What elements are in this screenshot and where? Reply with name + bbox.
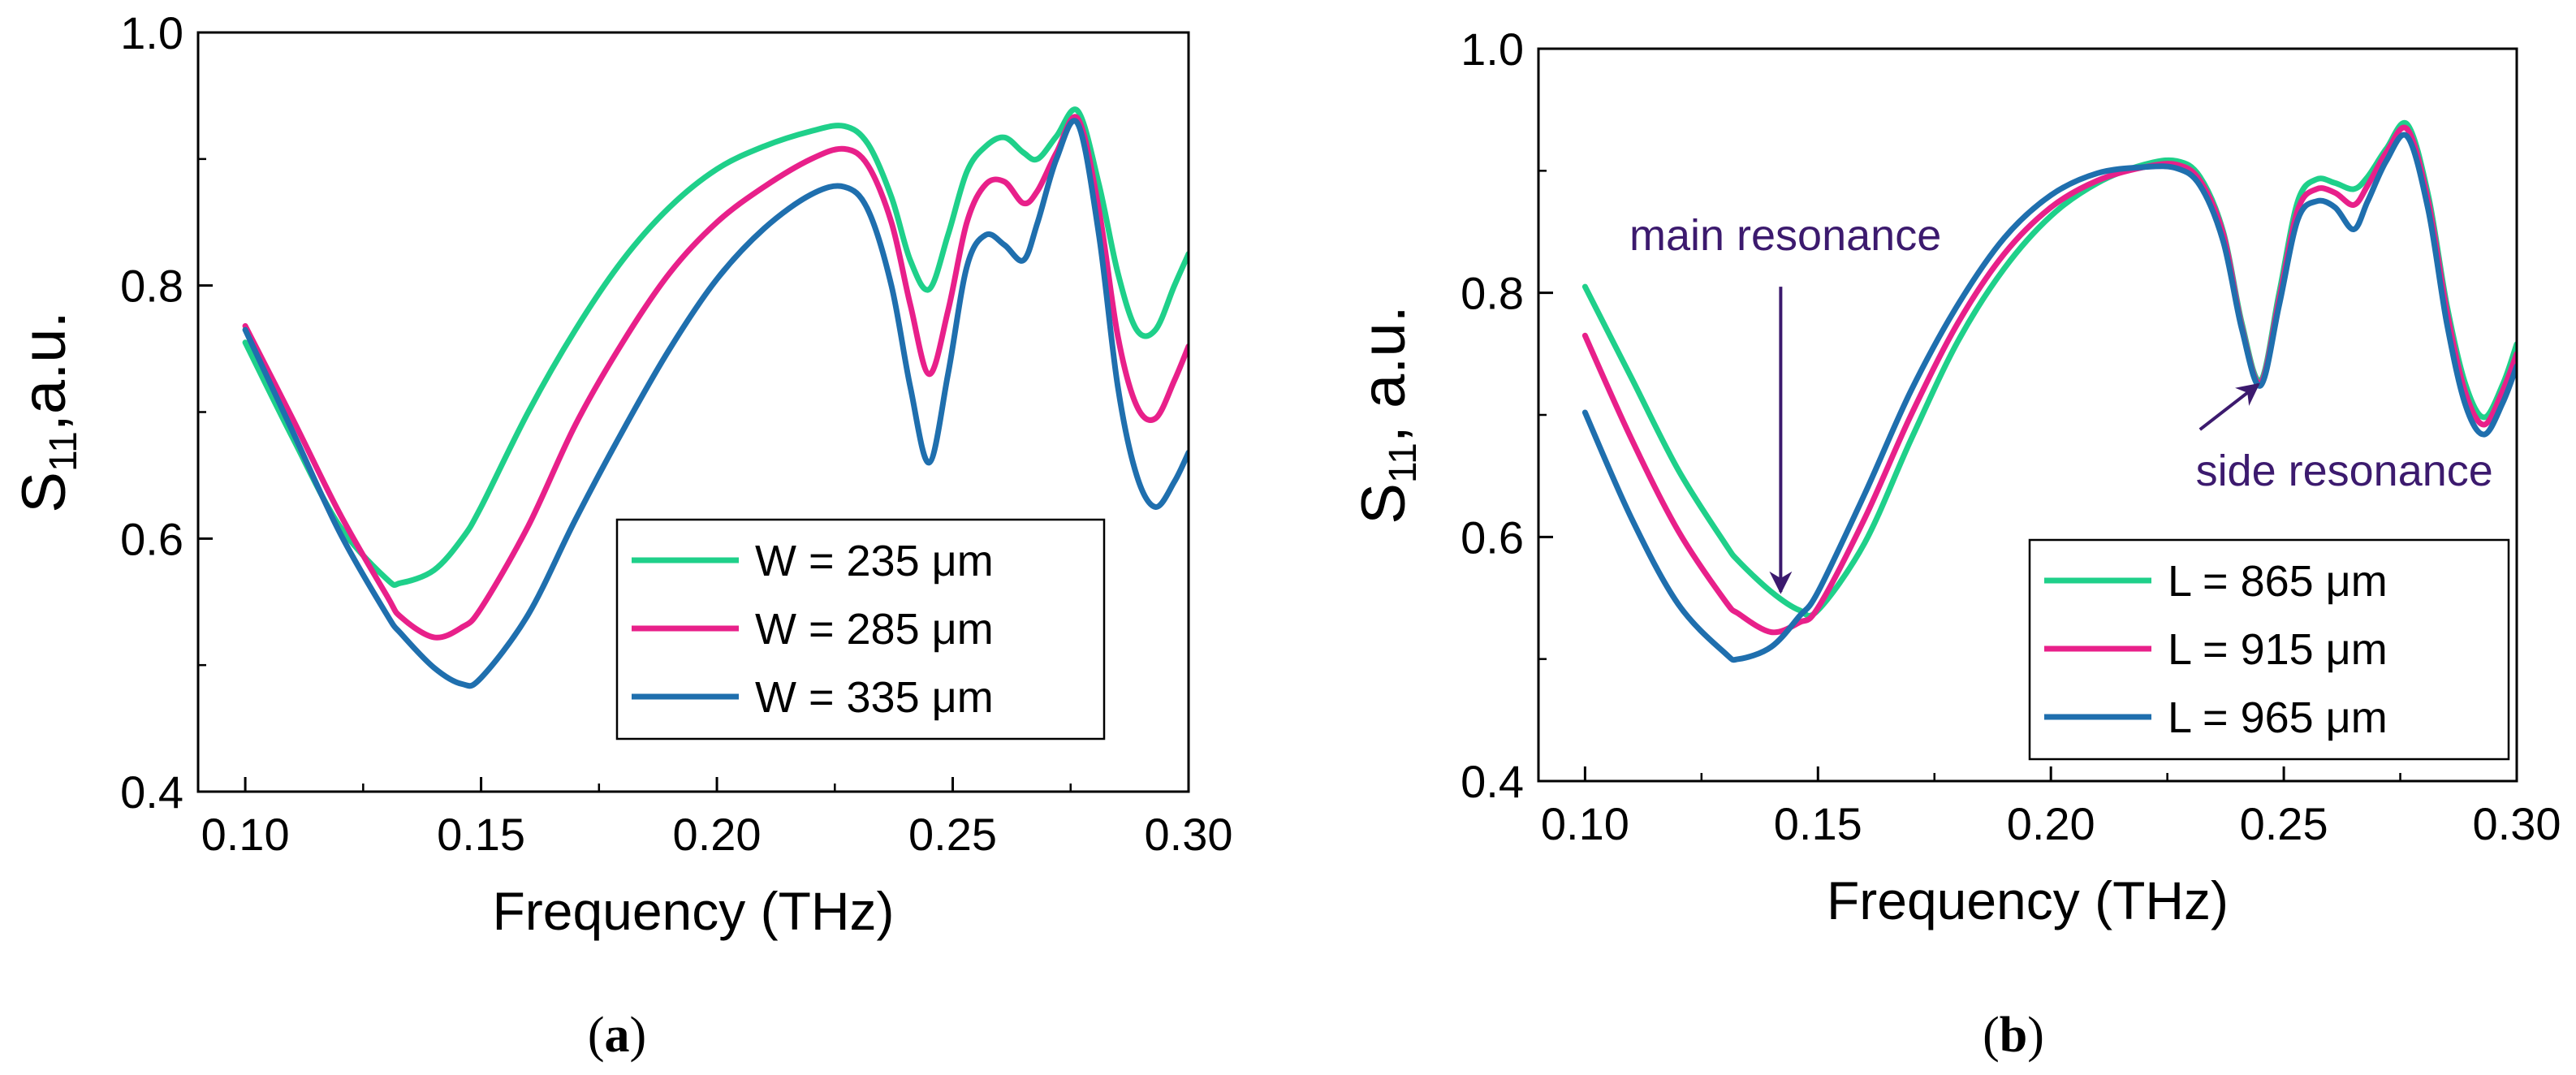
legend-entry: W = 285 μm [755, 605, 994, 654]
annotation-label: side resonance [2196, 447, 2493, 495]
x-tick-label: 0.15 [1774, 798, 1862, 849]
y-tick-label: 0.8 [120, 261, 183, 312]
annotation-label: main resonance [1629, 211, 1941, 260]
series-lines [1581, 119, 2517, 663]
legend: W = 235 μm W = 285 μm W = 335 μm [615, 518, 1106, 740]
series-line-3 [1581, 132, 2517, 663]
y-tick-label: 0.4 [120, 766, 183, 818]
y-axis-title: S11,a.u. [10, 311, 85, 512]
legend-entry: L = 865 μm [2168, 557, 2388, 606]
legend-entry: W = 335 μm [755, 673, 994, 722]
x-tick-label: 0.25 [908, 809, 997, 860]
legend-entry: W = 235 μm [755, 537, 994, 585]
x-axis-title: Frequency (THz) [492, 881, 894, 941]
series-lines [242, 106, 1189, 689]
legend: L = 865 μm L = 915 μm L = 965 μm [2028, 538, 2510, 761]
x-axis-title: Frequency (THz) [1827, 870, 2229, 930]
x-tick-label: 0.30 [2473, 798, 2561, 849]
x-tick-label: 0.30 [1145, 809, 1233, 860]
panel-caption: (a) [588, 1008, 646, 1063]
x-tick-label: 0.10 [201, 809, 290, 860]
x-tick-label: 0.10 [1541, 798, 1629, 849]
y-tick-label: 0.6 [1461, 512, 1524, 563]
x-tick-label: 0.25 [2240, 798, 2328, 849]
y-tick-label: 0.8 [1461, 268, 1524, 319]
x-tick-label: 0.20 [2007, 798, 2095, 849]
legend-entry: L = 915 μm [2168, 625, 2388, 674]
series-line-3 [242, 118, 1189, 689]
panel-caption: (b) [1983, 1008, 2044, 1063]
panel-b: 0.10 0.15 0.20 0.25 0.30 0.4 0.6 0.8 1.0 Frequenc… [1349, 24, 2561, 1063]
y-axis-title: S11, a.u. [1349, 305, 1425, 525]
x-tick-label: 0.15 [437, 809, 525, 860]
y-tick-label: 1.0 [1461, 24, 1524, 75]
panel-a: 0.10 0.15 0.20 0.25 0.30 0.4 0.6 0.8 1.0 Frequenc… [10, 7, 1233, 1063]
x-tick-label: 0.20 [673, 809, 762, 860]
y-tick-label: 0.6 [120, 513, 183, 564]
y-tick-label: 1.0 [120, 7, 183, 58]
y-tick-label: 0.4 [1461, 756, 1524, 807]
annotation-arrow [2198, 382, 2260, 431]
legend-entry: L = 965 μm [2168, 693, 2388, 742]
series-line-1 [242, 106, 1189, 589]
